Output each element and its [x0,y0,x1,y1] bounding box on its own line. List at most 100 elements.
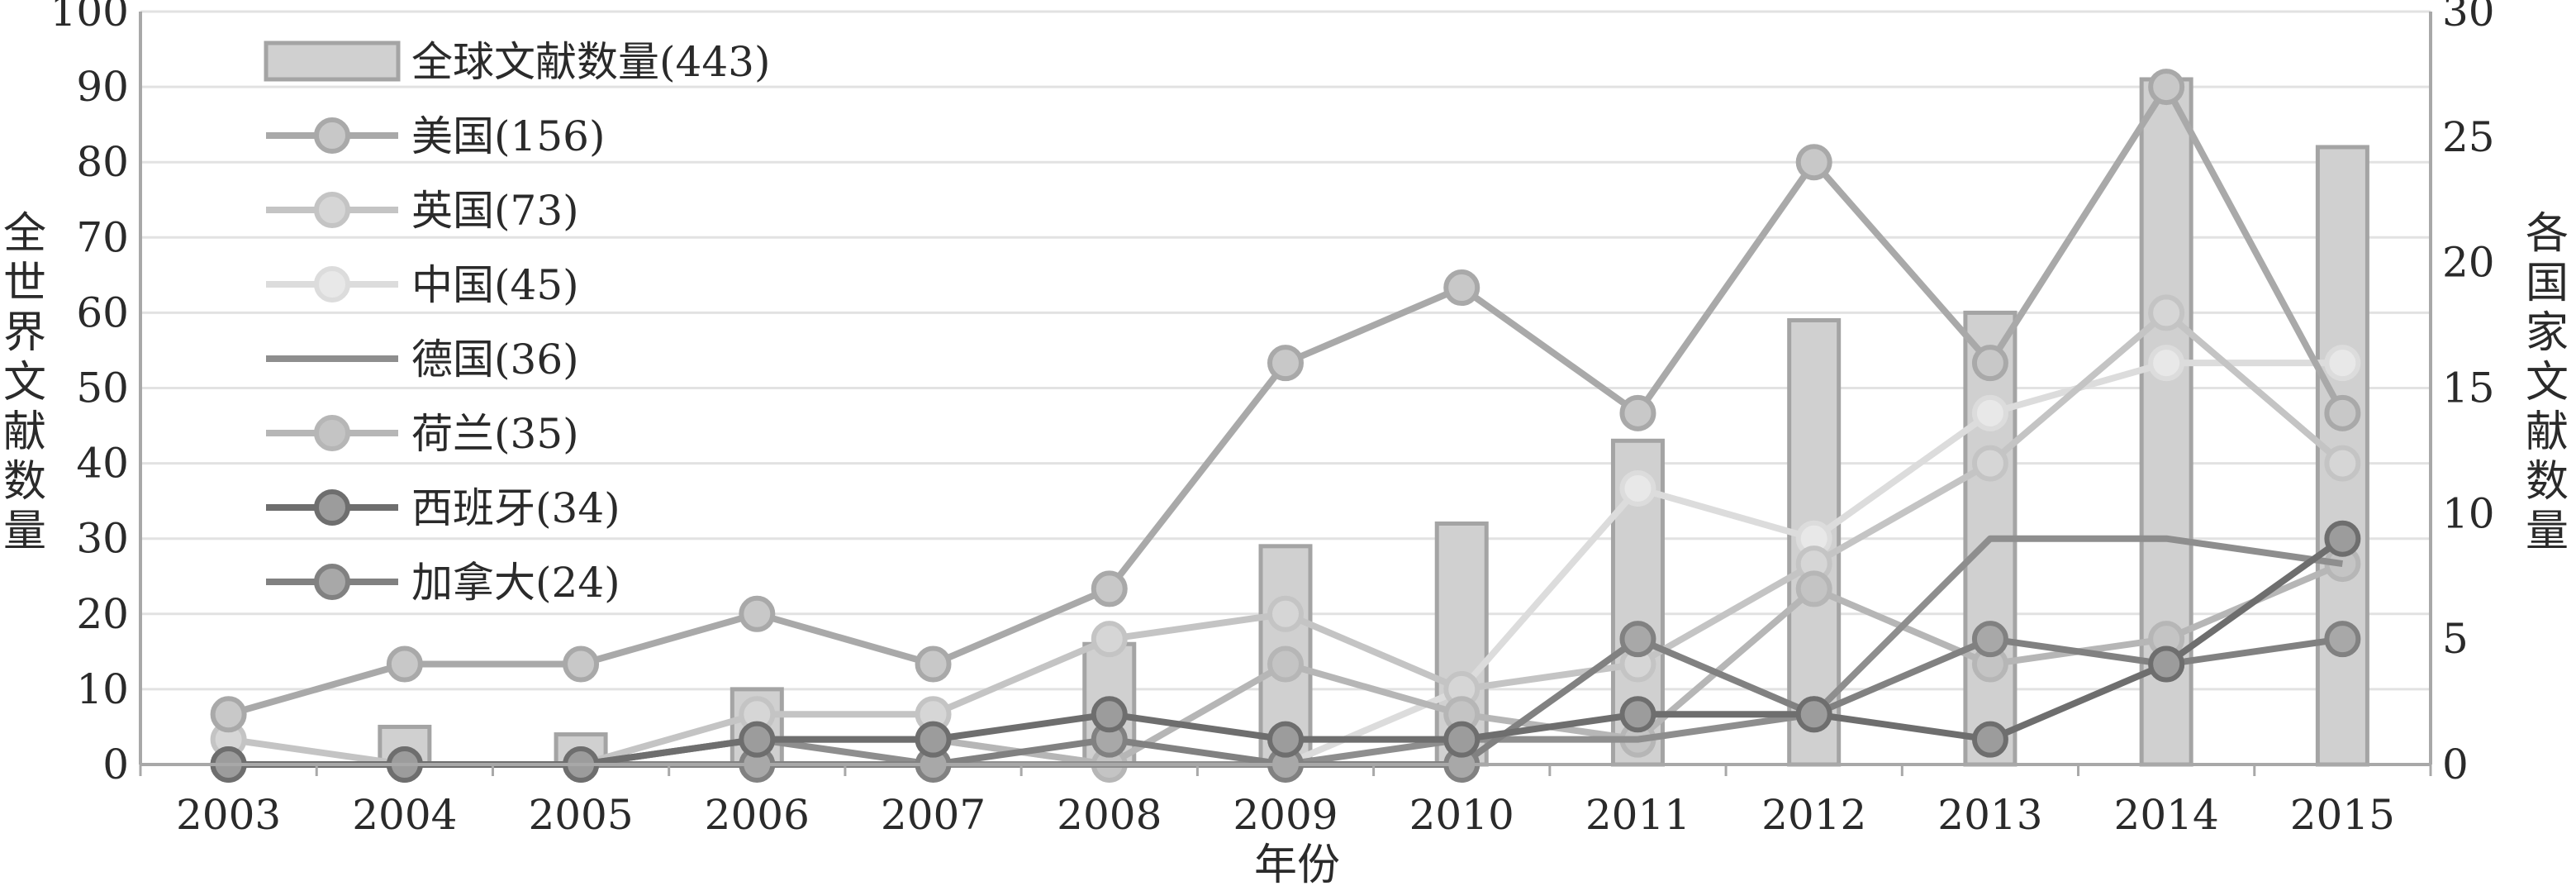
left-y-tick-label: 50 [76,364,129,412]
series-point [1267,721,1304,758]
right-y-axis-title: 各国家文献数量 [2526,209,2569,556]
series-point [1619,621,1656,658]
axis-title-char: 国 [2526,259,2569,308]
left-y-tick-label: 0 [102,741,129,788]
axis-title-char: 文 [3,358,46,407]
series-point [1971,721,2008,758]
axis-title-char: 文 [2526,358,2569,407]
axis-titles: 年份 全世界文献数量 各国家文献数量 [3,209,2569,886]
left-y-tick-label: 40 [76,440,129,488]
series-point [1443,269,1480,307]
series-point [563,645,600,683]
right-y-tick-labels: 0 5 10 15 20 25 30 [2442,0,2495,788]
axis-title-char: 世 [3,259,46,308]
axis-title-char: 数 [2526,457,2569,507]
series-point [2324,445,2361,482]
axis-title-char: 量 [2526,507,2569,556]
series-point [1091,696,1128,733]
left-y-tick-label: 80 [76,138,129,186]
series-point [2324,394,2361,431]
axes [139,12,2432,776]
series-point [2324,345,2361,382]
axis-title-char: 献 [3,407,46,457]
x-tick-label: 2003 [176,791,281,839]
axis-title-char: 数 [3,457,46,507]
legend-bar-swatch [264,40,401,82]
series-point [1267,645,1304,683]
series-point [386,645,423,683]
legend-marker [314,564,350,600]
series-point [1795,570,1832,607]
series-point [210,696,247,733]
right-y-tick-label: 0 [2442,741,2469,788]
x-tick-label: 2007 [881,791,986,839]
series-point [739,595,776,632]
left-y-tick-label: 10 [76,665,129,713]
left-y-axis-title: 全世界文献数量 [3,209,46,556]
axis-title-char: 各 [2526,209,2569,259]
left-y-tick-label: 70 [76,213,129,261]
axis-title-char: 全 [3,209,46,259]
axis-title-char: 量 [3,507,46,556]
legend-label: 加拿大(24) [411,559,620,607]
series-point [1971,394,2008,431]
series-point [1619,394,1656,431]
x-tick-label: 2014 [2114,791,2219,839]
left-y-tick-label: 100 [50,0,129,36]
x-axis-title: 年份 [1254,841,1340,886]
series-point [1971,445,2008,482]
x-tick-label: 2006 [705,791,810,839]
x-tick-label: 2005 [528,791,633,839]
series-point [739,721,776,758]
legend-marker [314,192,350,228]
series-point [2148,294,2185,331]
series-point [1971,621,2008,658]
legend-label: 荷兰(35) [411,410,579,458]
x-tick-label: 2008 [1057,791,1162,839]
legend-marker [314,415,350,451]
x-tick-label: 2011 [1585,791,1690,839]
series-point [1795,144,1832,181]
legend-marker [314,489,350,526]
x-tick-label: 2009 [1233,791,1338,839]
series-point [2148,69,2185,106]
axis-title-char: 家 [2526,308,2569,358]
axis-title-char: 献 [2526,407,2569,457]
left-y-tick-labels: 0 10 20 30 40 50 60 70 80 90 100 [50,0,129,788]
series-point [1443,721,1480,758]
series-point [1091,570,1128,607]
legend-label: 全球文献数量(443) [411,38,770,86]
left-y-tick-label: 60 [76,288,129,336]
x-tick-label: 2015 [2290,791,2395,839]
series-point [2324,520,2361,557]
series-point [915,645,952,683]
series-point [1971,345,2008,382]
legend-label: 英国(73) [411,187,579,235]
right-y-tick-label: 30 [2442,0,2495,36]
right-y-tick-label: 15 [2442,364,2495,412]
grid-lines [140,10,2431,766]
right-y-tick-label: 25 [2442,113,2495,161]
legend-label: 美国(156) [411,112,605,160]
series-point [2148,645,2185,683]
legend-label: 中国(45) [411,261,579,309]
x-tick-label: 2004 [352,791,457,839]
right-y-tick-label: 10 [2442,489,2495,537]
series-point [2324,621,2361,658]
series-point [1091,621,1128,658]
left-y-tick-label: 90 [76,63,129,111]
legend-label: 德国(36) [411,336,579,383]
x-tick-labels: 2003 2004 2005 2006 2007 2008 2009 2010 2011 2012… [176,791,2395,839]
legend-marker [314,266,350,302]
right-y-tick-label: 20 [2442,239,2495,287]
bar-series [378,77,2369,767]
legend: 全球文献数量(443) 美国(156) 英国(73) 中国(45) 德国(36) 荷兰(3… [264,38,770,607]
series-point [915,721,952,758]
legend-label: 西班牙(34) [411,484,620,532]
series-point [2148,345,2185,382]
series-point [1795,696,1832,733]
axis-title-char: 界 [3,308,46,358]
x-tick-label: 2013 [1937,791,2042,839]
right-y-tick-label: 5 [2442,615,2469,663]
